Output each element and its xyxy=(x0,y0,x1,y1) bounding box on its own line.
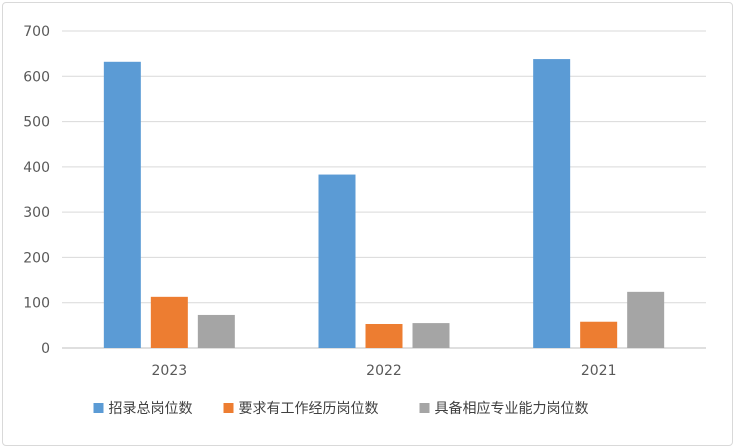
x-axis-ticks: 2023 2022 2021 xyxy=(152,363,617,379)
bar-0-1 xyxy=(150,296,188,348)
legend-swatch xyxy=(419,403,430,413)
y-tick-label: 600 xyxy=(23,69,50,85)
y-tick-label: 0 xyxy=(41,341,50,357)
bars xyxy=(103,59,665,349)
legend-label: 要求有工作经历岗位数 xyxy=(239,401,379,417)
bar-2-1 xyxy=(580,321,618,348)
legend-label: 具备相应专业能力岗位数 xyxy=(435,400,589,417)
y-tick-label: 400 xyxy=(23,160,50,176)
y-tick-label: 700 xyxy=(23,24,50,40)
bar-1-0 xyxy=(318,174,356,348)
legend: 招录总岗位数 要求有工作经历岗位数 具备相应专业能力岗位数 xyxy=(93,400,589,417)
x-tick-label: 2022 xyxy=(366,363,402,379)
y-tick-label: 200 xyxy=(23,250,50,266)
legend-swatch xyxy=(93,403,104,413)
bar-0-0 xyxy=(103,61,141,349)
x-tick-label: 2021 xyxy=(581,363,617,379)
bar-1-1 xyxy=(365,323,403,348)
y-tick-label: 100 xyxy=(23,296,50,312)
bar-2-0 xyxy=(533,59,571,348)
legend-label: 招录总岗位数 xyxy=(109,401,193,417)
y-tick-label: 300 xyxy=(23,205,50,221)
bar-2-2 xyxy=(627,291,665,348)
bar-1-2 xyxy=(412,323,450,348)
x-tick-label: 2023 xyxy=(152,363,188,379)
legend-swatch xyxy=(223,403,234,413)
y-tick-label: 500 xyxy=(23,115,50,131)
bar-0-2 xyxy=(197,314,235,348)
y-axis-ticks: 0 100 200 300 400 500 600 700 xyxy=(23,24,50,357)
